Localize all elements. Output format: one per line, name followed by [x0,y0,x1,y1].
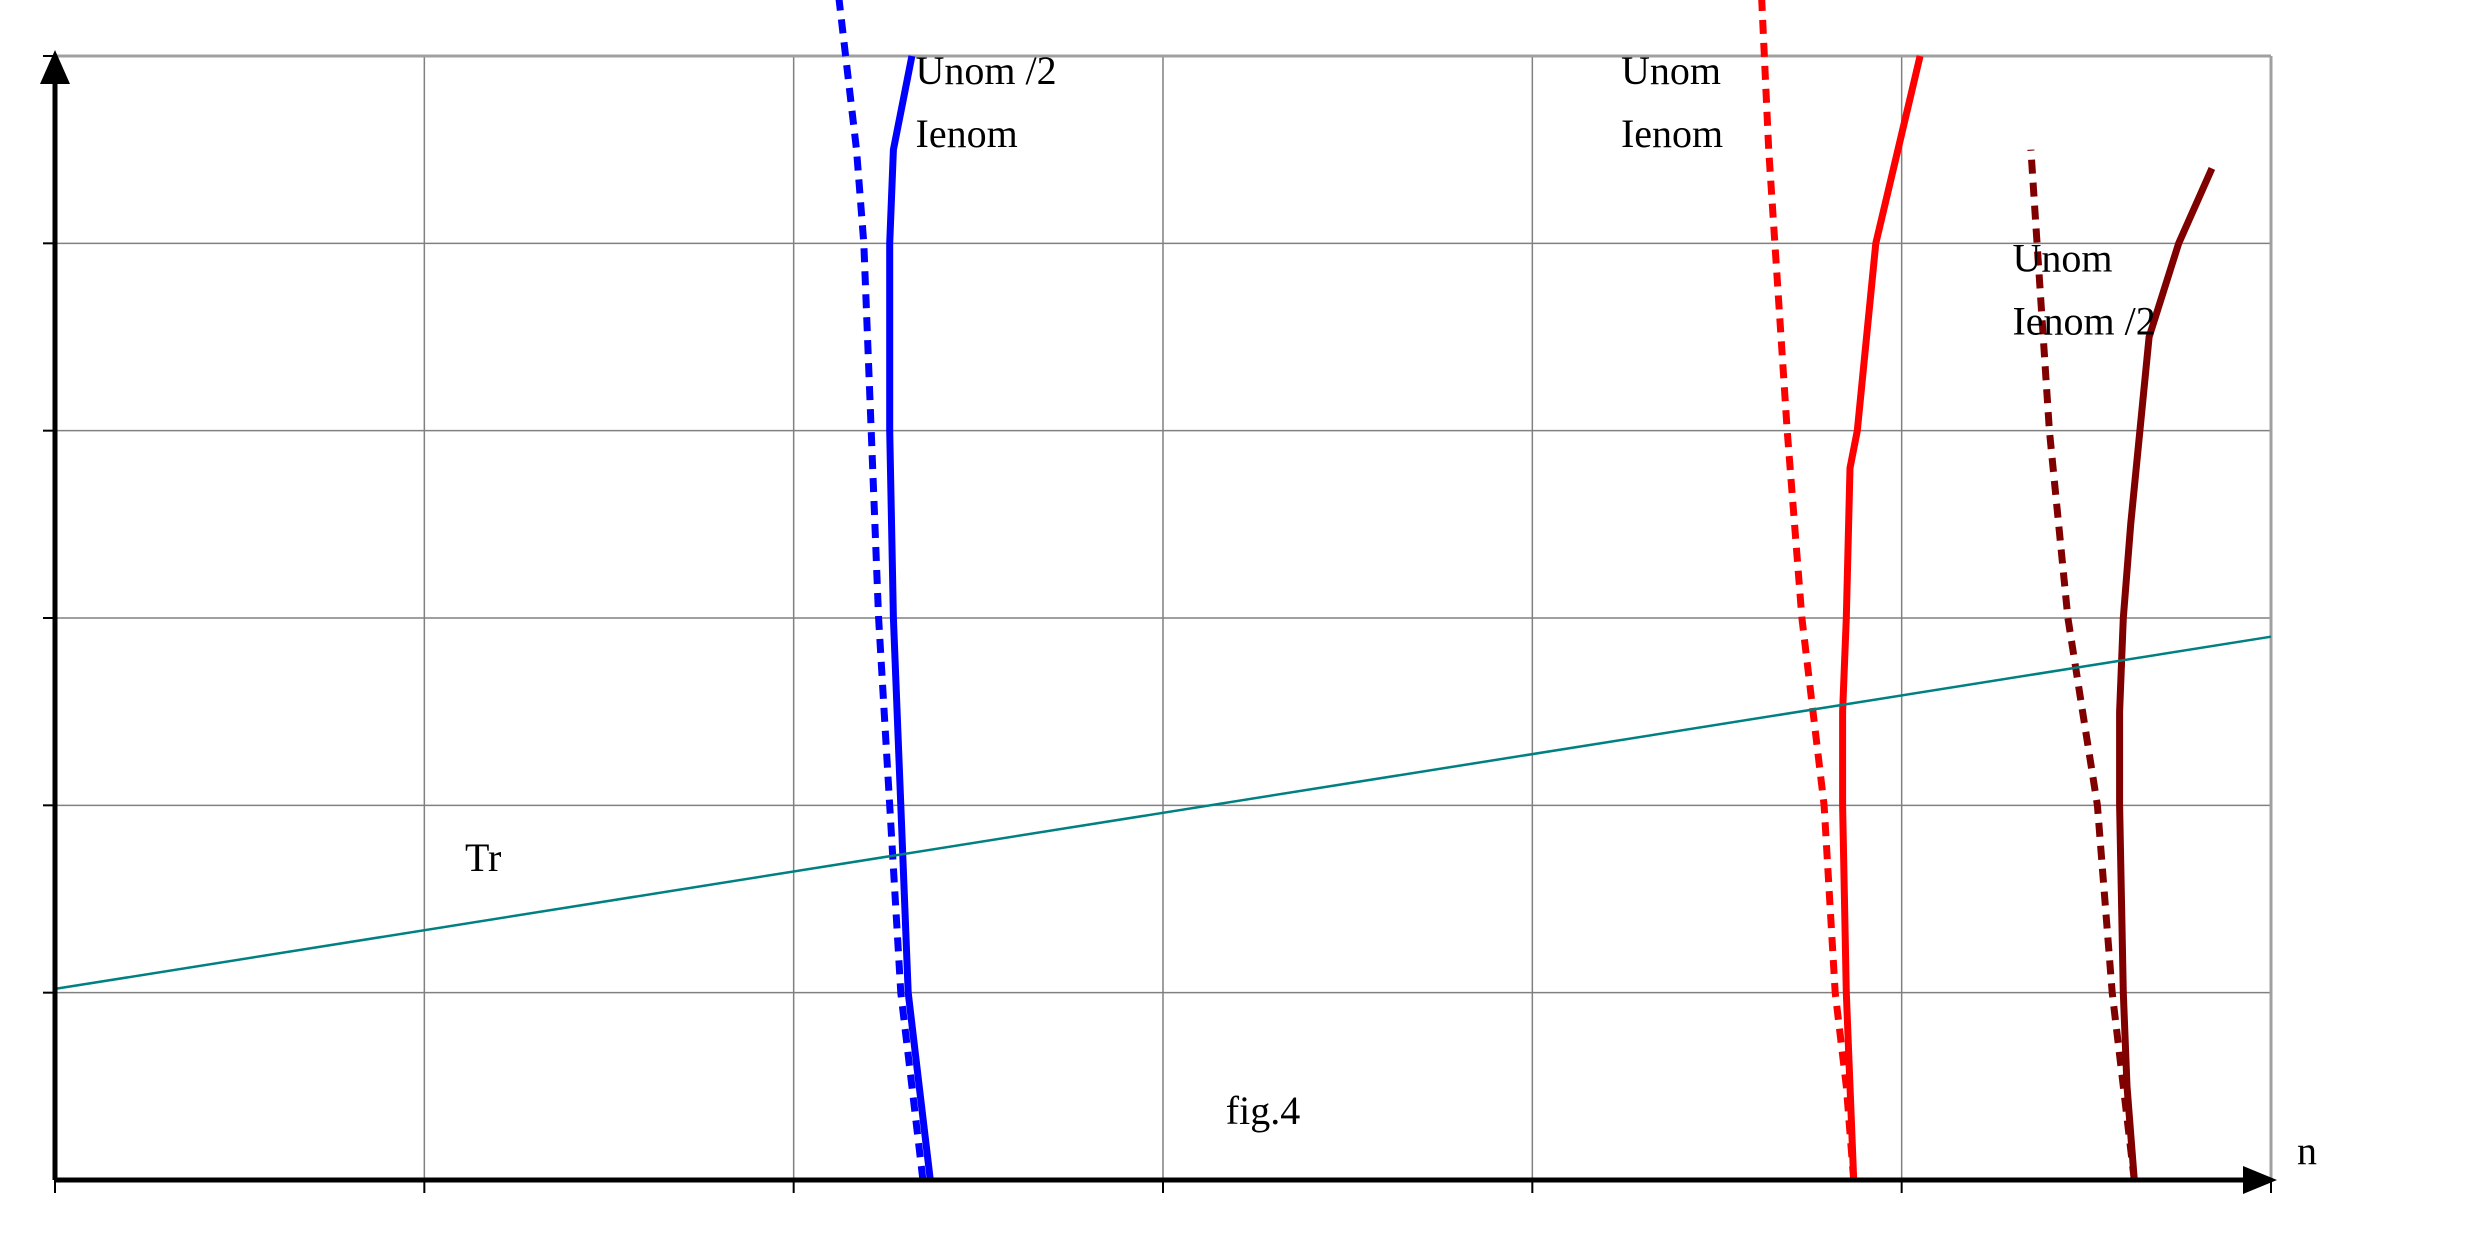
annotation-unom-2-ienom-line2: Ienom [916,111,1018,156]
series-line-tr [54,635,2272,991]
y-axis-arrowhead [40,50,70,84]
series-line-unom-2-ienom-calculated [835,0,927,1181]
series-layer [54,0,2272,1181]
grid [55,54,2273,1180]
x-axis-label: n [2297,1128,2317,1173]
x-axis-arrowhead [2243,1166,2277,1194]
annotation-fig-4: fig.4 [1226,1088,1300,1133]
axes: n [40,50,2317,1194]
annotation-unom-ienom-2: Unom [2012,235,2112,280]
axis-ticks [43,55,2272,1193]
annotation-tr: Tr [465,835,501,880]
annotation-unom-ienom-2-line2: Ienom /2 [2012,298,2155,343]
annotation-unom-2-ienom: Unom /2 [916,48,1057,93]
annotations: Unom /2 Ienom Unom Ienom Unom Ienom /2 Tr fig.4 [465,48,2156,1133]
series-line-unom-ienom-2-measured [2116,166,2216,1181]
series-line-unom-ienom-calculated [1758,0,1858,1181]
annotation-unom-ienom-line2: Ienom [1621,111,1723,156]
series-line-unom-2-ienom-measured [886,55,934,1181]
series-line-unom-ienom-measured [1839,55,1924,1181]
annotation-unom-ienom: Unom [1621,48,1721,93]
series-line-unom-ienom-2-calculated [2027,149,2138,1181]
